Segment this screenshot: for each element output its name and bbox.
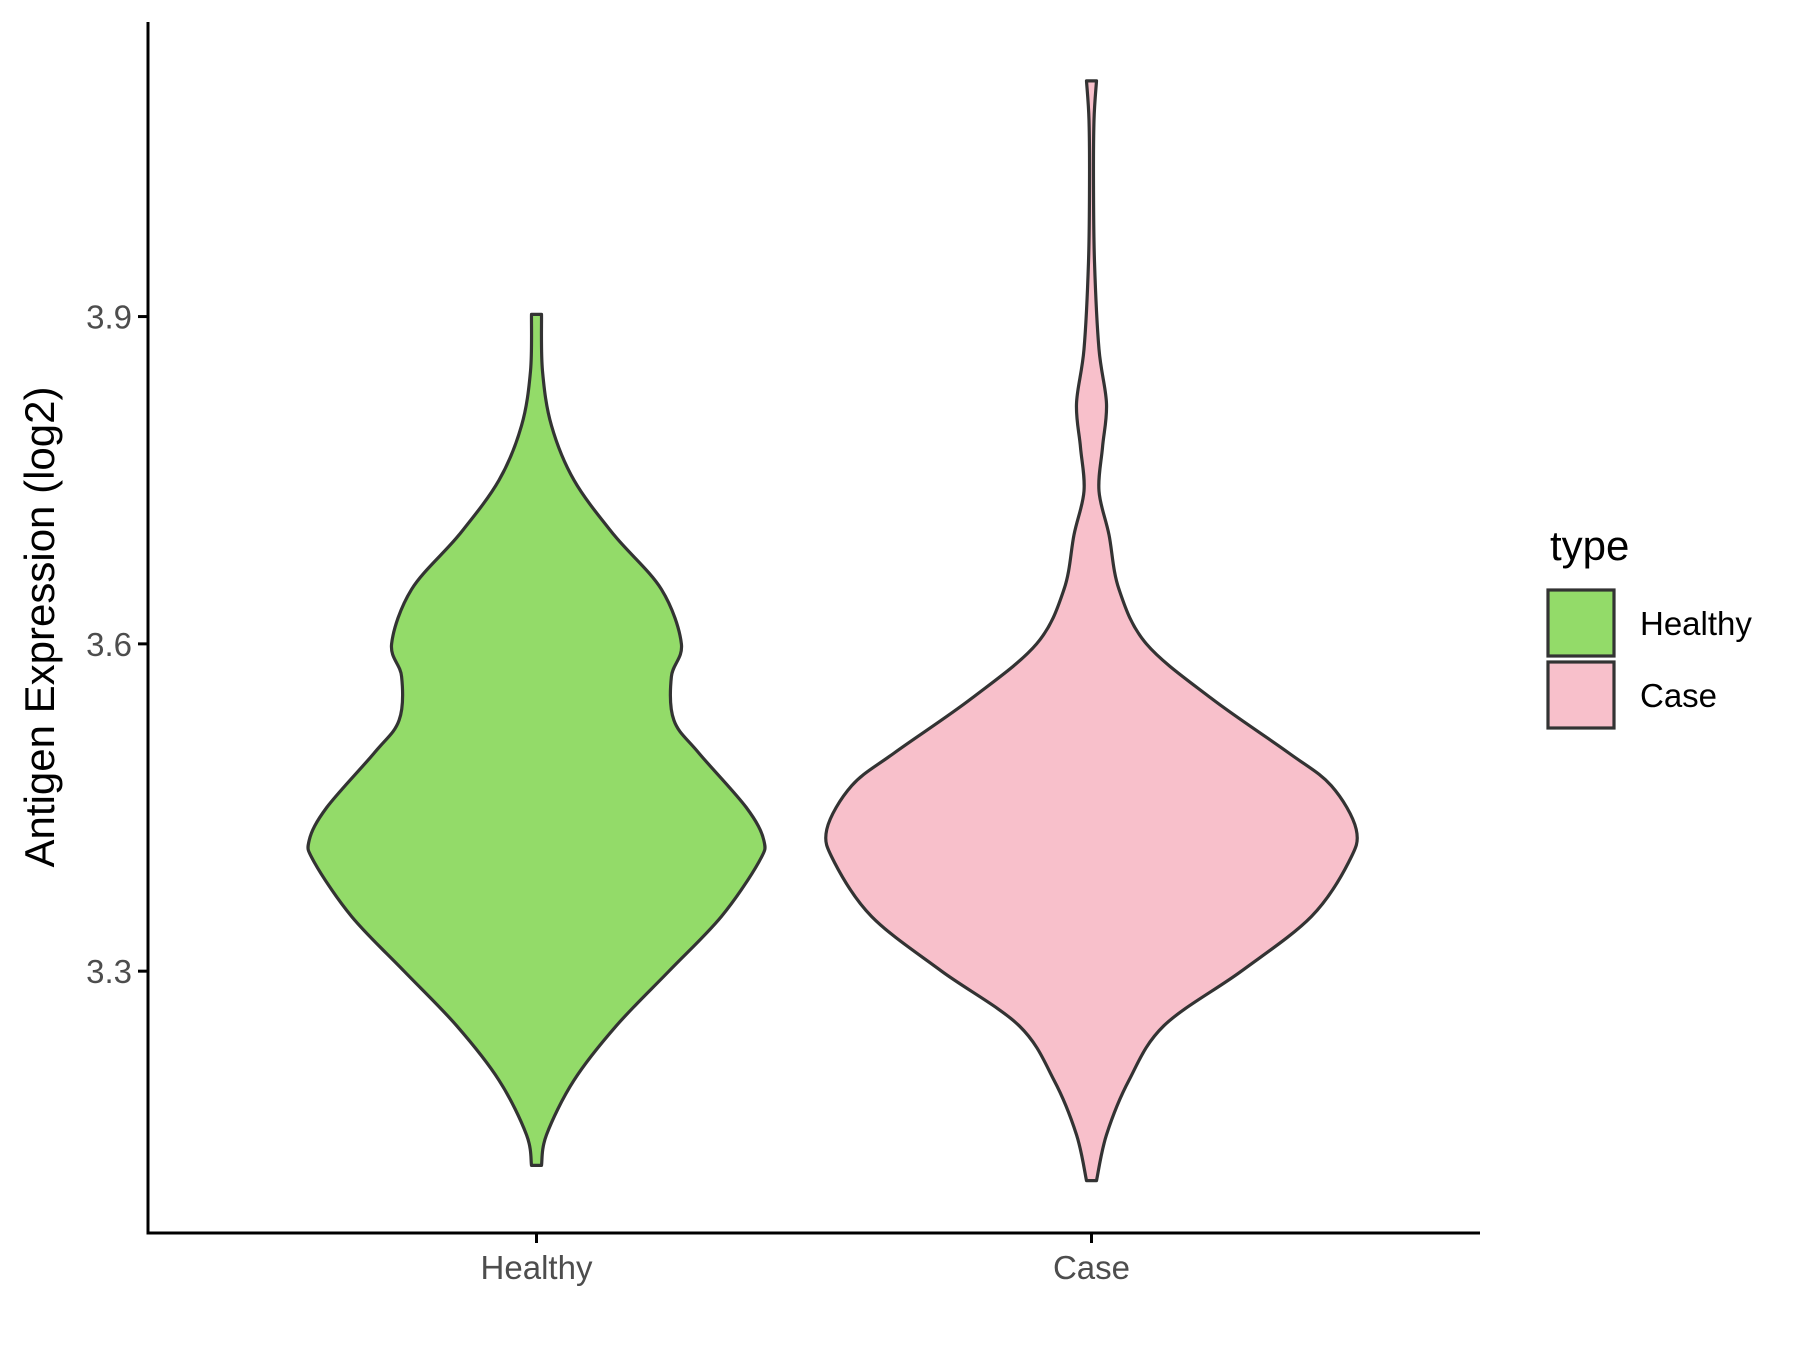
legend-title: type [1550, 522, 1629, 569]
violin-healthy [306, 312, 767, 1167]
legend-label: Case [1640, 677, 1717, 714]
y-tick-label: 3.9 [86, 299, 132, 336]
x-axis-ticks: Healthy Case [481, 1233, 1130, 1286]
y-tick-label: 3.3 [86, 953, 132, 990]
x-tick-label: Healthy [481, 1249, 593, 1286]
legend-entries: Healthy Case [1546, 588, 1752, 730]
legend-label: Healthy [1640, 605, 1752, 642]
violins [306, 79, 1359, 1183]
x-tick-label: Case [1053, 1249, 1130, 1286]
y-axis-title: Antigen Expression (log2) [16, 387, 63, 868]
legend: type Healthy Case [1546, 522, 1752, 730]
legend-key-healthy [1546, 588, 1616, 658]
violin-case [824, 79, 1359, 1183]
y-axis-ticks: 3.3 3.6 3.9 [86, 299, 148, 990]
y-tick-label: 3.6 [86, 626, 132, 663]
legend-key-case [1546, 660, 1616, 730]
